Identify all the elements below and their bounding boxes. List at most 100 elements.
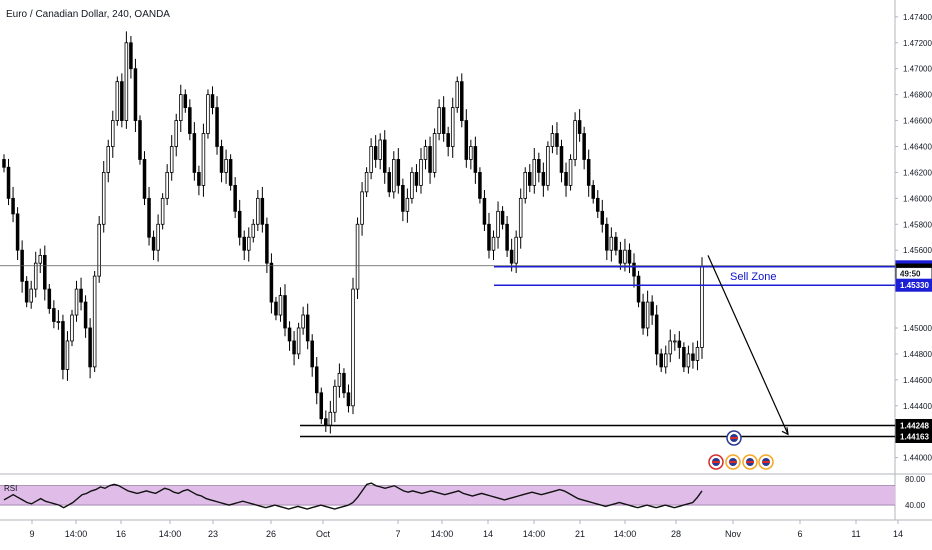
projection-arrow-head — [781, 427, 789, 436]
price-tick-label: 1.47000 — [903, 65, 932, 74]
candle-body — [124, 42, 129, 121]
rsi-line — [3, 482, 703, 510]
candle-body — [360, 191, 364, 225]
eu-event-icon-2[interactable] — [758, 454, 774, 470]
candle-body — [79, 288, 83, 303]
candle-body — [636, 275, 641, 303]
event-icons[interactable] — [708, 430, 774, 470]
price-tag-label: 49:50 — [900, 270, 921, 279]
candle-body — [378, 139, 382, 160]
candle-body — [219, 146, 224, 173]
us-event-icon[interactable] — [742, 454, 758, 470]
candle-body — [428, 146, 432, 173]
rsi-panel[interactable]: RSI 80.00 40.00 — [0, 475, 926, 510]
time-tick-label: 26 — [266, 529, 276, 539]
candle-body — [169, 146, 174, 173]
candle-body — [287, 327, 292, 342]
us-event-icon-stripe — [746, 461, 754, 463]
candle-body — [577, 120, 582, 134]
candle-body — [491, 236, 496, 251]
candle-body — [2, 159, 6, 168]
candle-body — [700, 266, 704, 348]
candle-body — [364, 172, 369, 193]
candle-body — [15, 213, 20, 251]
candle-body — [337, 372, 342, 387]
candle-body — [432, 133, 437, 173]
drawing-lines[interactable]: Sell Zone — [0, 255, 895, 438]
time-tick-label: 11 — [851, 529, 860, 539]
time-tick-label: 14:00 — [431, 529, 454, 539]
candle-body — [568, 159, 573, 186]
candle-body — [97, 223, 101, 277]
candle-body — [246, 236, 251, 251]
candle-body — [605, 223, 609, 251]
candle-body — [487, 223, 491, 251]
candle-body — [595, 197, 600, 212]
grid — [0, 0, 932, 521]
candle-body — [111, 120, 115, 147]
eu-event-icon[interactable] — [726, 430, 742, 446]
candle-body — [682, 347, 686, 368]
candle-body — [101, 172, 106, 225]
candle-body — [206, 94, 210, 134]
candle-body — [387, 172, 392, 193]
price-tick-label: 1.46800 — [903, 91, 932, 100]
candle-body — [142, 159, 147, 199]
candle-body — [115, 81, 120, 121]
candle-body — [555, 133, 559, 147]
candle-body — [165, 172, 169, 199]
candle-body — [369, 146, 373, 173]
candle-body — [61, 321, 65, 370]
candle-body — [147, 197, 151, 238]
candle-body — [523, 172, 527, 199]
candle-body — [197, 172, 201, 186]
ca-event-icon[interactable] — [708, 454, 724, 470]
price-tick-label: 1.44800 — [903, 350, 932, 359]
candle-body — [410, 172, 414, 199]
candle-body — [201, 133, 206, 186]
candle-body — [614, 236, 618, 251]
candle-body — [333, 385, 337, 413]
price-tick-label: 1.47200 — [903, 39, 932, 48]
price-tag-box — [895, 278, 932, 292]
candle-body — [663, 353, 668, 368]
candle-body — [496, 210, 500, 238]
time-tick-label: 28 — [671, 529, 681, 539]
candle-body — [38, 254, 43, 264]
candle-body — [242, 236, 246, 251]
price-axis[interactable]: 1.47400 1.47200 1.47000 1.46800 1.46600 1.464… — [895, 13, 932, 463]
candle-body — [305, 314, 310, 342]
candle-body — [691, 353, 695, 361]
ca-event-icon-2[interactable] — [725, 454, 741, 470]
candle-body — [392, 159, 396, 193]
candle-body — [564, 172, 568, 186]
price-tick-label: 1.47400 — [903, 13, 932, 22]
rsi-band — [0, 485, 895, 506]
price-tag-label: 1.44248 — [900, 421, 929, 430]
time-axis[interactable]: 9 14:00 16 14:00 23 26 Oct 7 14:00 14 14:00 21 14:00… — [29, 520, 903, 539]
rsi-tick-label: 40.00 — [905, 501, 926, 510]
candle-body — [677, 340, 682, 348]
candle-body — [695, 347, 700, 361]
candle-body — [301, 314, 305, 329]
ca-event-icon-2-stripe — [729, 461, 737, 463]
candle-body — [83, 301, 88, 329]
candle-body — [342, 372, 346, 394]
time-tick-label: 16 — [116, 529, 126, 539]
ca-event-icon-stripe — [712, 461, 720, 463]
candle-body — [310, 340, 314, 368]
candle-body — [437, 107, 441, 134]
candle-body — [473, 146, 478, 173]
price-tick-label: 1.45800 — [903, 220, 932, 229]
candle-body — [133, 68, 138, 121]
time-tick-label: 23 — [208, 529, 218, 539]
time-tick-label: 6 — [797, 529, 802, 539]
candle-body — [591, 184, 595, 199]
candle-body — [559, 146, 564, 173]
candle-body — [43, 254, 47, 290]
candle-body — [29, 288, 33, 303]
candle-body — [292, 340, 296, 355]
candle-body — [346, 392, 351, 407]
candle-body — [296, 327, 301, 355]
